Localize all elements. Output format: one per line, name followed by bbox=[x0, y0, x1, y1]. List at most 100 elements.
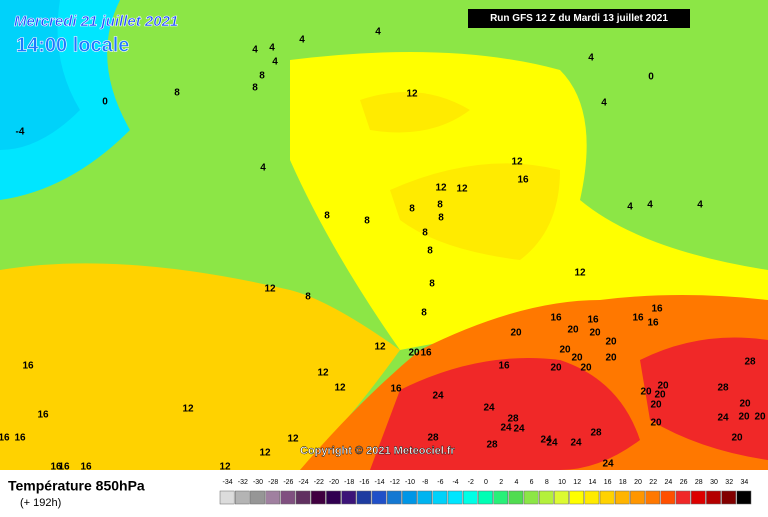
contour-label: 16 bbox=[420, 348, 432, 359]
scale-label: -6 bbox=[437, 479, 443, 486]
run-label: Run GFS 12 Z du Mardi 13 juillet 2021 bbox=[490, 13, 668, 24]
contour-label: 20 bbox=[754, 412, 766, 423]
contour-label: 4 bbox=[697, 200, 703, 211]
contour-label: 8 bbox=[427, 246, 433, 257]
contour-label: 20 bbox=[657, 381, 669, 392]
contour-label: 4 bbox=[588, 53, 594, 64]
warm-zone bbox=[360, 92, 470, 133]
contour-label: 16 bbox=[651, 304, 663, 315]
contour-label: 28 bbox=[590, 428, 602, 439]
contour-label: 12 bbox=[264, 284, 276, 295]
scale-swatch bbox=[280, 490, 296, 505]
scale-swatch bbox=[371, 490, 387, 505]
contour-label: 16 bbox=[517, 175, 529, 186]
contour-label: 8 bbox=[429, 279, 435, 290]
date-label: Mercredi 21 juillet 2021 bbox=[14, 13, 178, 30]
warm-zone bbox=[0, 263, 400, 470]
scale-label: 18 bbox=[619, 479, 627, 486]
scale-label: 34 bbox=[741, 479, 749, 486]
contour-label: 12 bbox=[511, 157, 523, 168]
scale-label: 28 bbox=[695, 479, 703, 486]
contour-label: 16 bbox=[14, 433, 26, 444]
scale-label: -14 bbox=[375, 479, 385, 486]
contour-label: 12 bbox=[259, 448, 271, 459]
contour-label: 16 bbox=[37, 410, 49, 421]
scale-swatch bbox=[462, 490, 478, 505]
scale-label: -26 bbox=[283, 479, 293, 486]
cold-zone bbox=[0, 0, 80, 150]
contour-label: 20 bbox=[510, 328, 522, 339]
contour-label: 20 bbox=[640, 387, 652, 398]
contour-label: 4 bbox=[601, 98, 607, 109]
scale-label: -34 bbox=[223, 479, 233, 486]
scale-label: -24 bbox=[299, 479, 309, 486]
contour-label: 4 bbox=[375, 27, 381, 38]
scale-swatch bbox=[645, 490, 661, 505]
scale-label: -28 bbox=[268, 479, 278, 486]
scale-label: -20 bbox=[329, 479, 339, 486]
scale-swatch bbox=[508, 490, 524, 505]
contour-label: 24 bbox=[570, 438, 582, 449]
scale-swatch bbox=[402, 490, 417, 505]
scale-label: 2 bbox=[499, 479, 503, 486]
scale-label: 10 bbox=[558, 479, 566, 486]
scale-swatch bbox=[569, 490, 585, 505]
contour-label: 28 bbox=[427, 433, 439, 444]
contour-label: 8 bbox=[422, 228, 428, 239]
copyright: Copyright © 2021 Meteociel.fr bbox=[300, 445, 456, 457]
contour-label: 24 bbox=[513, 424, 525, 435]
scale-swatch bbox=[265, 490, 281, 505]
scale-swatch bbox=[584, 490, 600, 505]
run-box bbox=[468, 9, 690, 28]
scale-swatch bbox=[736, 490, 752, 505]
contour-label: 4 bbox=[252, 45, 258, 56]
contour-label: 20 bbox=[567, 325, 579, 336]
contour-label: 16 bbox=[498, 361, 510, 372]
contour-label: -4 bbox=[16, 127, 25, 138]
contour-label: 12 bbox=[456, 184, 468, 195]
contour-label: 12 bbox=[435, 183, 447, 194]
contour-label: 8 bbox=[364, 216, 370, 227]
scale-label: 6 bbox=[530, 479, 534, 486]
contour-label: 0 bbox=[648, 72, 654, 83]
scale-label: -4 bbox=[452, 479, 458, 486]
scale-label: 16 bbox=[604, 479, 612, 486]
footer-subtitle: (+ 192h) bbox=[20, 497, 61, 509]
scale-swatch bbox=[326, 490, 341, 505]
scale-swatch bbox=[250, 490, 265, 505]
contour-label: 28 bbox=[507, 414, 519, 425]
contour-label: 20 bbox=[571, 353, 583, 364]
contour-label: 20 bbox=[654, 390, 666, 401]
warm-zone bbox=[390, 163, 560, 260]
contour-label: 20 bbox=[605, 337, 617, 348]
contour-label: 8 bbox=[324, 211, 330, 222]
contour-label: 20 bbox=[580, 363, 592, 374]
contour-label: 24 bbox=[500, 423, 512, 434]
scale-swatch bbox=[538, 490, 554, 505]
scale-swatch bbox=[386, 490, 402, 505]
contour-label: 24 bbox=[546, 438, 558, 449]
scale-swatch bbox=[493, 490, 509, 505]
scale-label: 26 bbox=[680, 479, 688, 486]
contour-label: 12 bbox=[334, 383, 346, 394]
hot-zone bbox=[370, 358, 640, 470]
contour-label: 12 bbox=[287, 434, 299, 445]
scale-swatch bbox=[432, 490, 448, 505]
scale-label: -30 bbox=[253, 479, 263, 486]
contour-label: 4 bbox=[647, 200, 653, 211]
contour-label: 20 bbox=[739, 399, 751, 410]
scale-swatch bbox=[721, 490, 737, 505]
scale-swatch bbox=[417, 490, 433, 505]
scale-swatch bbox=[234, 490, 250, 505]
contour-label: 20 bbox=[408, 348, 420, 359]
contour-label: 12 bbox=[406, 89, 418, 100]
contour-label: 16 bbox=[50, 462, 62, 473]
contour-label: 12 bbox=[182, 404, 194, 415]
scale-label: 0 bbox=[484, 479, 488, 486]
contour-label: 16 bbox=[587, 315, 599, 326]
scale-swatch bbox=[554, 490, 569, 505]
contour-label: 8 bbox=[437, 200, 443, 211]
scale-label: -16 bbox=[359, 479, 369, 486]
scale-swatch bbox=[219, 490, 235, 505]
